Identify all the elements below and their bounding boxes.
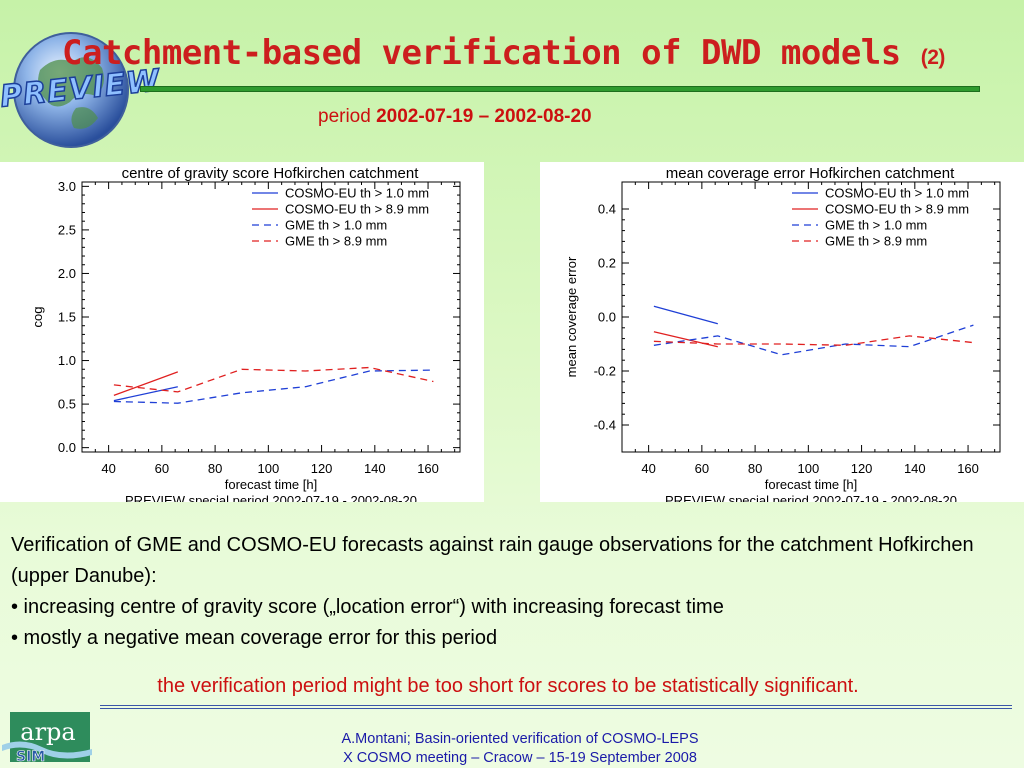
chart-title: centre of gravity score Hofkirchen catch… — [122, 165, 420, 182]
chart-footnote: PREVIEW special period 2002-07-19 - 2002… — [125, 493, 417, 502]
x-tick-label: 80 — [748, 461, 762, 476]
footer-line-2: X COSMO meeting – Cracow – 15-19 Septemb… — [343, 750, 697, 766]
slide-title: Catchment-based verification of DWD mode… — [62, 33, 945, 73]
bullet-cog: • increasing centre of gravity score („l… — [11, 596, 724, 618]
chart-footnote: PREVIEW special period 2002-07-19 - 2002… — [665, 493, 957, 502]
y-axis-label: cog — [30, 307, 45, 328]
x-tick-label: 40 — [101, 461, 115, 476]
y-tick-label: -0.4 — [594, 418, 616, 433]
x-tick-label: 40 — [641, 461, 655, 476]
x-tick-label: 160 — [957, 461, 979, 476]
bullet-mce: • mostly a negative mean coverage error … — [11, 627, 498, 649]
legend-entry: COSMO-EU th > 1.0 mm — [285, 186, 429, 201]
series-line-3 — [113, 369, 434, 404]
series-line-2 — [653, 331, 718, 348]
legend-entry: GME th > 8.9 mm — [285, 234, 387, 249]
y-tick-label: 1.0 — [58, 353, 76, 368]
x-tick-label: 140 — [364, 461, 386, 476]
legend-entry: GME th > 1.0 mm — [825, 218, 927, 233]
footer-rule-top — [100, 705, 1012, 706]
slide-title-number: (2) — [920, 46, 946, 69]
y-tick-label: 0.4 — [598, 202, 616, 217]
series-line-1 — [113, 386, 178, 402]
x-tick-label: 100 — [257, 461, 279, 476]
series-line-4 — [113, 366, 434, 393]
mce-chart: mean coverage error Hofkirchen catchment… — [564, 165, 1001, 502]
body-text: Verification of GME and COSMO-EU forecas… — [11, 530, 1011, 654]
y-tick-label: 3.0 — [58, 179, 76, 194]
x-axis-label: forecast time [h] — [765, 477, 857, 492]
svg-text:SIM: SIM — [16, 749, 45, 765]
y-tick-label: 0.0 — [58, 440, 76, 455]
legend-entry: COSMO-EU th > 8.9 mm — [285, 202, 429, 217]
chart-title: mean coverage error Hofkirchen catchment — [666, 165, 955, 182]
body-intro: Verification of GME and COSMO-EU forecas… — [11, 534, 974, 587]
x-tick-label: 100 — [797, 461, 819, 476]
x-tick-label: 80 — [208, 461, 222, 476]
legend-entry: COSMO-EU th > 8.9 mm — [825, 202, 969, 217]
series-line-1 — [653, 305, 718, 325]
legend-entry: GME th > 1.0 mm — [285, 218, 387, 233]
slide-subtitle: period 2002-07-19 – 2002-08-20 — [318, 106, 592, 128]
conclusion-text: the verification period might be too sho… — [157, 675, 859, 697]
y-tick-label: 2.0 — [58, 266, 76, 281]
plot-frame — [621, 181, 1001, 453]
footer: A.Montani; Basin-oriented verification o… — [190, 730, 850, 768]
cog-chart-panel: centre of gravity score Hofkirchen catch… — [0, 162, 484, 502]
series-line-2 — [113, 371, 179, 397]
series-line-3 — [653, 324, 974, 356]
svg-text:arpa: arpa — [20, 718, 75, 746]
arpa-sim-logo: arpa SIM — [2, 712, 92, 765]
x-tick-label: 160 — [417, 461, 439, 476]
slide-title-main: Catchment-based verification of DWD mode… — [62, 33, 901, 73]
x-tick-label: 140 — [904, 461, 926, 476]
mce-chart-panel: mean coverage error Hofkirchen catchment… — [540, 162, 1024, 502]
legend-entry: COSMO-EU th > 1.0 mm — [825, 186, 969, 201]
x-tick-label: 60 — [155, 461, 169, 476]
x-tick-label: 60 — [695, 461, 709, 476]
y-tick-label: 0.0 — [598, 310, 616, 325]
y-tick-label: -0.2 — [594, 364, 616, 379]
x-axis-label: forecast time [h] — [225, 477, 317, 492]
x-tick-label: 120 — [851, 461, 873, 476]
title-underline — [140, 86, 980, 92]
legend-entry: GME th > 8.9 mm — [825, 234, 927, 249]
subtitle-prefix: period — [318, 106, 371, 127]
footer-line-1: A.Montani; Basin-oriented verification o… — [341, 731, 699, 747]
x-tick-label: 120 — [311, 461, 333, 476]
y-tick-label: 1.5 — [58, 310, 76, 325]
y-tick-label: 0.5 — [58, 397, 76, 412]
y-tick-label: 0.2 — [598, 256, 616, 271]
preview-globe-logo — [13, 32, 129, 148]
footer-rule-bottom — [100, 708, 1012, 709]
subtitle-period: 2002-07-19 – 2002-08-20 — [376, 106, 592, 127]
plot-frame — [81, 181, 461, 453]
series-line-4 — [653, 335, 974, 346]
y-tick-label: 2.5 — [58, 222, 76, 237]
cog-chart: centre of gravity score Hofkirchen catch… — [30, 165, 461, 502]
y-axis-label: mean coverage error — [564, 256, 579, 377]
